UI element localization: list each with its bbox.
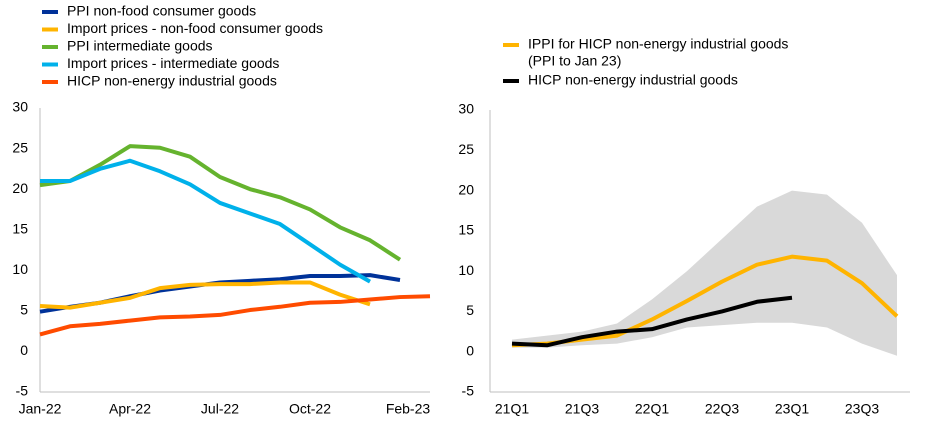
x-tick-label: 21Q3 bbox=[565, 401, 599, 417]
y-tick-label: 25 bbox=[12, 139, 28, 155]
x-tick-label: Oct-22 bbox=[289, 401, 331, 417]
y-tick-label: 20 bbox=[458, 181, 474, 197]
x-tick-label: 23Q3 bbox=[845, 401, 879, 417]
x-tick-label: Apr-22 bbox=[109, 401, 151, 417]
x-tick-label: 22Q3 bbox=[705, 401, 739, 417]
legend-label: HICP non-energy industrial goods bbox=[67, 73, 277, 89]
y-tick-label: 20 bbox=[12, 180, 28, 196]
y-tick-label: -5 bbox=[462, 383, 475, 399]
series-line bbox=[40, 158, 371, 284]
y-tick-label: 5 bbox=[20, 302, 28, 318]
series-line bbox=[511, 295, 793, 348]
x-tick-label: Jul-22 bbox=[201, 401, 239, 417]
x-tick-label: 21Q1 bbox=[495, 401, 529, 417]
x-tick-label: 23Q1 bbox=[775, 401, 809, 417]
y-tick-label: 5 bbox=[466, 302, 474, 318]
y-tick-label: 15 bbox=[12, 220, 28, 236]
legend-label: Import prices - intermediate goods bbox=[67, 55, 279, 71]
series-line bbox=[39, 280, 371, 310]
legend-label: PPI intermediate goods bbox=[67, 38, 213, 54]
y-tick-label: 30 bbox=[12, 99, 28, 115]
y-tick-label: 30 bbox=[458, 101, 474, 117]
series-line bbox=[39, 144, 402, 262]
y-tick-label: 15 bbox=[458, 222, 474, 238]
legend-label: PPI non-food consumer goods bbox=[67, 3, 256, 19]
uncertainty-band bbox=[512, 190, 897, 356]
x-tick-label: 22Q1 bbox=[635, 401, 669, 417]
y-tick-label: 0 bbox=[466, 342, 474, 358]
legend-label: IPPI for HICP non-energy industrial good… bbox=[528, 36, 788, 52]
series-line bbox=[39, 273, 401, 314]
series-line bbox=[39, 294, 431, 337]
legend-note: (PPI to Jan 23) bbox=[528, 53, 621, 69]
y-tick-label: 10 bbox=[12, 261, 28, 277]
x-tick-label: Feb-23 bbox=[386, 401, 431, 417]
y-tick-label: 10 bbox=[458, 262, 474, 278]
y-tick-label: -5 bbox=[16, 383, 29, 399]
legend-label: Import prices - non-food consumer goods bbox=[67, 20, 323, 36]
y-tick-label: 25 bbox=[458, 141, 474, 157]
x-tick-label: Jan-22 bbox=[19, 401, 62, 417]
y-tick-label: 0 bbox=[20, 342, 28, 358]
legend-label: HICP non-energy industrial goods bbox=[528, 72, 738, 88]
